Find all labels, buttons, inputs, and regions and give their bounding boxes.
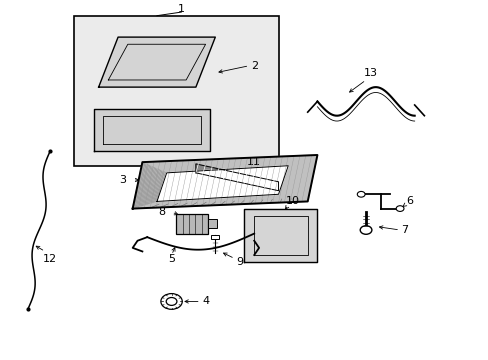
Polygon shape xyxy=(196,164,278,191)
Bar xyxy=(207,219,216,228)
Polygon shape xyxy=(244,208,317,262)
Polygon shape xyxy=(99,37,215,87)
Text: 10: 10 xyxy=(285,197,300,206)
Bar xyxy=(74,16,278,166)
Circle shape xyxy=(161,294,182,309)
Text: 12: 12 xyxy=(43,253,57,264)
Polygon shape xyxy=(132,155,317,208)
Bar xyxy=(211,235,219,239)
Circle shape xyxy=(357,192,365,197)
Text: 9: 9 xyxy=(236,257,243,267)
Circle shape xyxy=(166,297,177,305)
Text: 7: 7 xyxy=(401,225,407,235)
Text: 5: 5 xyxy=(168,253,175,264)
Text: 11: 11 xyxy=(247,157,261,167)
Text: 2: 2 xyxy=(250,61,257,71)
Polygon shape xyxy=(157,166,287,202)
Text: 8: 8 xyxy=(158,207,165,217)
Text: 4: 4 xyxy=(202,296,209,306)
Text: 3: 3 xyxy=(119,175,126,185)
Bar xyxy=(176,214,207,234)
Text: 6: 6 xyxy=(406,197,412,206)
Circle shape xyxy=(360,226,371,234)
Text: 13: 13 xyxy=(363,68,377,78)
Polygon shape xyxy=(94,109,210,152)
Text: 1: 1 xyxy=(178,4,184,14)
Circle shape xyxy=(395,206,403,211)
